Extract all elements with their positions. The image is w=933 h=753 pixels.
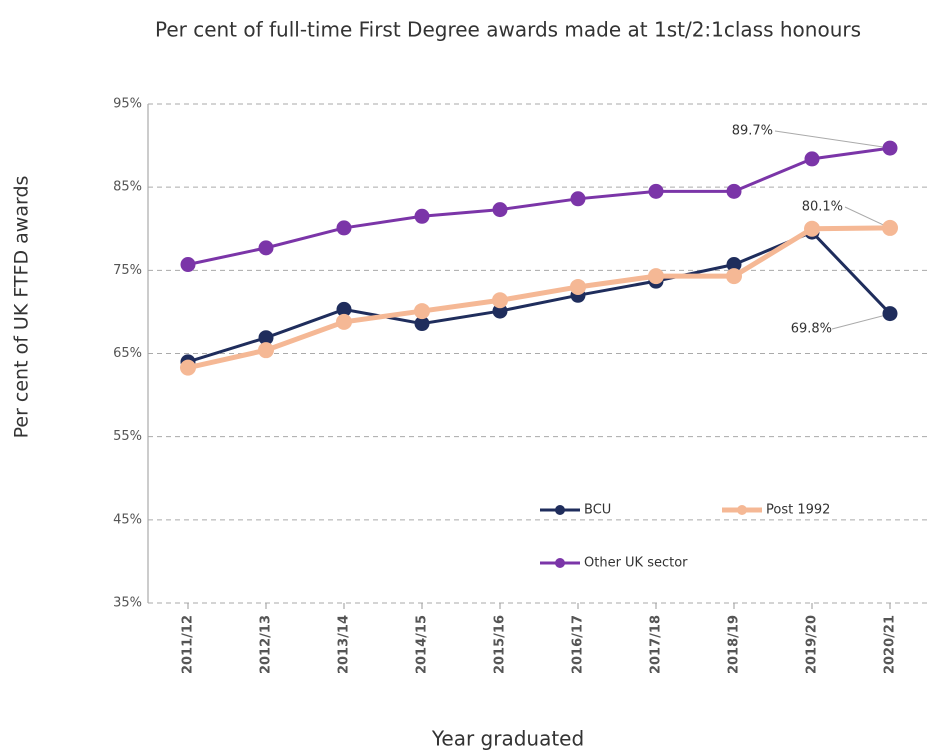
point <box>882 219 898 236</box>
value-label: 89.7% <box>732 124 773 139</box>
x-tick-label: 2016/17 <box>571 615 586 674</box>
point <box>804 151 820 167</box>
legend-marker <box>555 558 565 568</box>
x-tick-label: 2020/21 <box>883 615 898 674</box>
y-tick-label: 85% <box>113 180 142 195</box>
leader <box>831 313 891 330</box>
point <box>336 301 352 317</box>
x-tick-label: 2015/16 <box>493 615 508 674</box>
series-line <box>187 225 891 371</box>
point <box>258 240 274 256</box>
point <box>648 183 664 199</box>
x-tick-label: 2014/15 <box>415 615 430 674</box>
point <box>726 268 742 285</box>
x-tick-label: 2018/19 <box>727 615 742 674</box>
point <box>726 183 742 199</box>
chart-title: Per cent of full-time First Degree award… <box>155 18 861 42</box>
point <box>180 359 196 376</box>
legend-marker <box>737 505 747 515</box>
x-tick-label: 2017/18 <box>649 615 664 674</box>
x-axis-label: Year graduated <box>431 727 584 751</box>
y-tick-label: 55% <box>113 429 142 444</box>
point <box>570 191 586 207</box>
y-tick-label: 75% <box>113 263 142 278</box>
x-tick-label: 2012/13 <box>259 615 274 674</box>
series-line <box>187 230 892 364</box>
point <box>258 330 274 346</box>
y-tick-label: 65% <box>113 346 142 361</box>
y-tick-label: 35% <box>113 596 142 611</box>
value-label: 80.1% <box>802 200 843 215</box>
point <box>414 316 430 332</box>
legend-label: BCU <box>584 503 611 518</box>
point <box>414 303 430 320</box>
x-tick-label: 2013/14 <box>337 615 352 674</box>
point <box>258 342 274 359</box>
x-tick-label: 2019/20 <box>805 615 820 674</box>
point <box>180 257 196 273</box>
legend-marker <box>555 505 565 515</box>
y-tick-label: 95% <box>113 97 142 112</box>
point <box>648 268 664 285</box>
x-tick-label: 2011/12 <box>181 615 196 674</box>
point <box>492 292 508 309</box>
legend-label: Post 1992 <box>766 503 830 518</box>
series-line <box>187 146 891 266</box>
point <box>336 313 352 330</box>
value-label: 69.8% <box>791 322 832 337</box>
point <box>570 278 586 295</box>
point <box>882 306 898 322</box>
leader <box>774 130 891 149</box>
y-axis-label: Per cent of UK FTFD awards <box>11 176 33 439</box>
y-tick-label: 45% <box>113 512 142 527</box>
point <box>492 202 508 218</box>
point <box>414 208 430 224</box>
point <box>804 220 820 237</box>
legend-label: Other UK sector <box>584 556 688 571</box>
point <box>726 257 742 273</box>
point <box>882 140 898 156</box>
point <box>336 220 352 236</box>
leader <box>844 206 891 229</box>
